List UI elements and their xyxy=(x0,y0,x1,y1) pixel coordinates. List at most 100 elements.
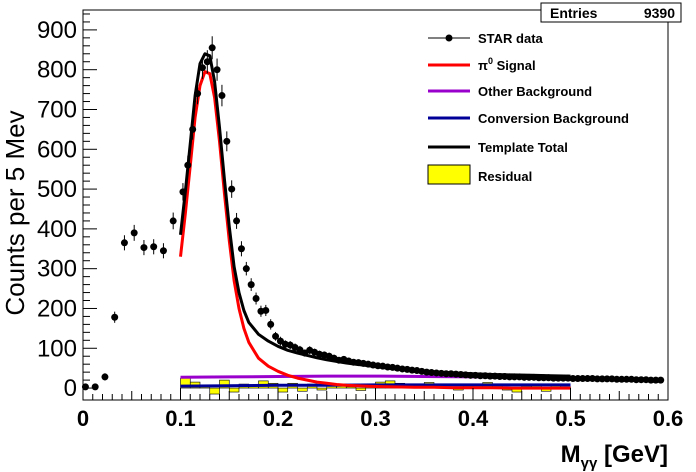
data-point-marker xyxy=(506,373,514,381)
data-point xyxy=(510,373,518,381)
data-point-marker xyxy=(496,373,504,381)
data-point xyxy=(476,372,484,380)
data-point xyxy=(184,155,192,175)
data-point xyxy=(252,292,260,305)
data-point-marker xyxy=(554,374,562,382)
data-point xyxy=(647,376,655,384)
data-point-marker xyxy=(252,295,260,303)
data-point-marker xyxy=(189,125,197,133)
data-point-marker xyxy=(101,373,109,381)
data-point-marker xyxy=(184,161,192,169)
data-point xyxy=(637,376,645,384)
signal-curve xyxy=(179,70,571,390)
data-point xyxy=(603,375,611,383)
data-point-marker xyxy=(140,244,148,252)
data-point-marker xyxy=(242,265,250,273)
residual-bar xyxy=(297,387,308,392)
data-point xyxy=(111,311,119,323)
data-point-marker xyxy=(159,247,167,255)
data-point-marker xyxy=(233,217,241,225)
data-point-marker xyxy=(525,373,533,381)
data-point xyxy=(520,373,528,381)
data-point xyxy=(130,224,138,241)
y-tick-label: 400 xyxy=(37,216,77,243)
data-point-marker xyxy=(510,373,518,381)
data-point-marker xyxy=(652,376,660,384)
data-point xyxy=(267,319,275,330)
conversion-background-curve xyxy=(180,383,571,388)
data-point-marker xyxy=(223,137,231,145)
data-point xyxy=(506,373,514,381)
data-point-marker xyxy=(267,320,275,328)
data-point-marker xyxy=(198,64,206,72)
legend-entry-other-background: Other Background xyxy=(428,84,592,99)
data-point-marker xyxy=(569,375,577,383)
data-point-marker xyxy=(272,332,280,340)
data-point xyxy=(657,376,665,384)
legend-label-signal: π0 Signal xyxy=(478,56,536,73)
x-tick-label: 0.6 xyxy=(653,406,684,431)
y-tick-label: 800 xyxy=(37,57,77,84)
data-point-marker xyxy=(574,375,582,383)
stats-box-frame xyxy=(540,2,682,23)
y-tick-label: 100 xyxy=(37,335,77,362)
data-point xyxy=(272,331,280,341)
legend-entry-conversion-background: Conversion Background xyxy=(428,111,629,126)
data-point xyxy=(593,375,601,383)
data-point-marker xyxy=(218,92,226,100)
data-point-marker xyxy=(442,370,450,378)
data-point xyxy=(262,304,270,317)
data-point-marker xyxy=(203,58,211,66)
legend-label-residual: Residual xyxy=(478,169,532,184)
data-point xyxy=(535,374,543,382)
data-point xyxy=(623,375,631,383)
data-point-marker xyxy=(613,375,621,383)
y-axis-label: Counts per 5 Mev xyxy=(0,110,30,315)
residual-bar xyxy=(277,387,289,393)
y-tick-label: 700 xyxy=(37,96,77,123)
data-point-marker xyxy=(632,376,640,384)
x-tick-label: 0 xyxy=(77,406,89,431)
data-point xyxy=(203,50,211,74)
data-point-marker xyxy=(169,217,177,225)
data-point-marker xyxy=(657,376,665,384)
data-point-marker xyxy=(579,375,587,383)
x-axis-label-main: M xyxy=(561,441,581,468)
x-axis-label: Mγγ [GeV] xyxy=(561,441,668,472)
data-point xyxy=(159,243,167,259)
legend-label-other-background: Other Background xyxy=(478,84,592,99)
data-point xyxy=(598,375,606,383)
data-point xyxy=(247,278,255,291)
data-point xyxy=(569,375,577,383)
data-point xyxy=(540,374,548,382)
residual-bar xyxy=(355,387,367,391)
data-point-marker xyxy=(476,372,484,380)
x-tick-label: 0.3 xyxy=(360,406,391,431)
legend-label-signal-sup: 0 xyxy=(488,56,493,66)
data-point-marker xyxy=(150,243,158,251)
y-tick-label: 0 xyxy=(64,375,77,402)
data-point xyxy=(442,370,450,378)
data-point-marker xyxy=(213,66,221,74)
legend-entry-residual: Residual xyxy=(427,164,532,185)
legend-entry-star-data: STAR data xyxy=(428,31,544,46)
data-point xyxy=(198,56,206,79)
data-point xyxy=(579,375,587,383)
y-tick-label: 500 xyxy=(37,176,77,203)
data-point xyxy=(208,36,216,60)
data-point-marker xyxy=(540,374,548,382)
data-point-marker xyxy=(549,374,557,382)
legend-marker-dot xyxy=(445,34,453,42)
y-tick-label: 900 xyxy=(37,17,77,44)
data-point xyxy=(223,131,231,152)
legend-box-residual xyxy=(427,164,471,185)
data-point-marker xyxy=(111,313,119,321)
x-tick-label: 0.5 xyxy=(555,406,586,431)
data-point xyxy=(559,374,567,382)
residual-bar xyxy=(219,379,230,389)
data-point-marker xyxy=(486,372,494,380)
y-tick-label: 200 xyxy=(37,295,77,322)
data-point xyxy=(194,82,202,105)
